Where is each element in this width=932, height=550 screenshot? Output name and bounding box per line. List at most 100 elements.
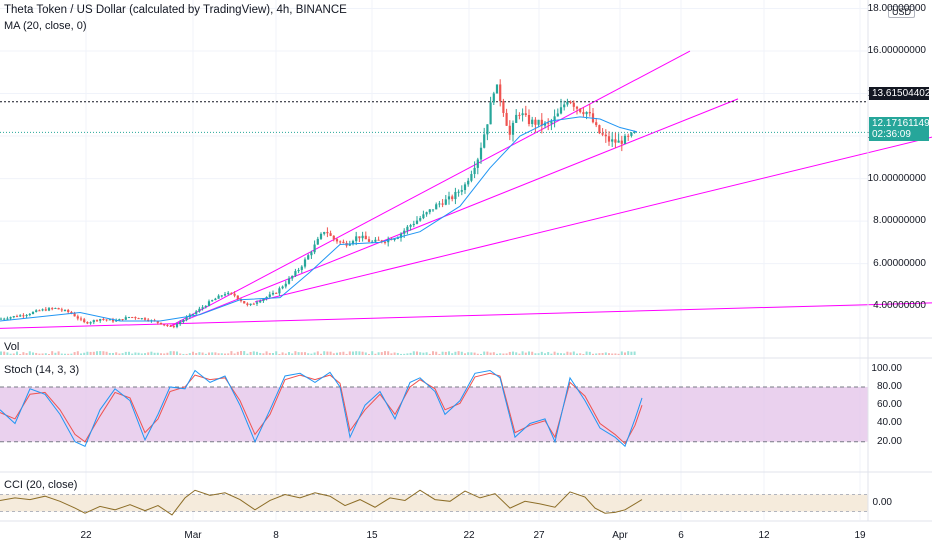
- candle-body: [111, 319, 115, 322]
- candle-body: [335, 239, 339, 242]
- candle-body: [486, 124, 489, 135]
- candle-body: [499, 84, 502, 102]
- candle-body: [611, 139, 614, 142]
- volume-bar: [118, 353, 121, 355]
- candle-body: [86, 322, 89, 324]
- candle-body: [95, 320, 99, 322]
- stoch-legend[interactable]: Stoch (14, 3, 3): [4, 364, 80, 376]
- volume-bar: [131, 353, 134, 355]
- candle-body: [195, 311, 198, 314]
- volume-bar: [342, 351, 345, 355]
- volume-bar: [460, 351, 463, 355]
- volume-bar: [201, 352, 204, 355]
- candle-body: [67, 309, 70, 312]
- candle-body: [579, 108, 582, 113]
- volume-pane: [0, 351, 636, 355]
- candle-body: [620, 140, 623, 144]
- candle-body: [422, 214, 425, 219]
- candle-body: [79, 318, 83, 320]
- candle-body: [617, 140, 620, 143]
- volume-bar: [540, 351, 543, 355]
- candle-body: [326, 232, 329, 234]
- candle-body: [57, 307, 60, 310]
- volume-bar: [473, 352, 476, 355]
- volume-bar: [256, 351, 258, 355]
- volume-bar: [566, 351, 569, 355]
- candle-body: [9, 317, 12, 319]
- volume-bar: [521, 351, 524, 355]
- volume-bar: [544, 353, 546, 355]
- candle-body: [393, 238, 396, 241]
- candle-body: [236, 295, 239, 299]
- cci-legend[interactable]: CCI (20, close): [4, 479, 78, 491]
- candle-body: [361, 235, 364, 239]
- volume-bar: [70, 353, 73, 355]
- volume-bar: [64, 353, 66, 355]
- volume-bar: [172, 351, 175, 355]
- volume-bar: [323, 351, 326, 355]
- volume-bar: [249, 351, 252, 355]
- volume-bar: [630, 351, 633, 355]
- candle-body: [303, 259, 307, 267]
- volume-bar: [124, 351, 127, 355]
- volume-bar: [393, 352, 396, 355]
- candle-body: [207, 301, 211, 306]
- candle-body: [60, 309, 63, 311]
- volume-bar: [336, 352, 338, 355]
- candle-body: [348, 243, 351, 246]
- currency-button[interactable]: USD: [888, 6, 916, 18]
- volume-bar: [489, 352, 492, 355]
- volume-bar: [54, 352, 57, 355]
- volume-legend[interactable]: Vol: [4, 341, 20, 353]
- volume-bar: [99, 351, 102, 355]
- volume-bar: [608, 353, 610, 355]
- candle-body: [92, 320, 95, 323]
- time-axis-label: Mar: [184, 530, 202, 541]
- candle-body: [412, 223, 415, 226]
- price-axis-label: 16.00000000: [867, 45, 926, 57]
- candle-body: [191, 313, 195, 315]
- candle-body: [38, 310, 41, 312]
- volume-bar: [403, 353, 406, 355]
- volume-bar: [358, 351, 361, 355]
- candle-body: [316, 238, 319, 245]
- last-price-value: 12.17161149: [872, 118, 930, 129]
- candle-body: [582, 112, 585, 115]
- trendlines[interactable]: [0, 50, 932, 329]
- volume-bar: [614, 353, 617, 355]
- volume-bar: [582, 353, 585, 355]
- volume-bar: [499, 353, 502, 355]
- candle-body: [323, 232, 326, 234]
- chart-title: Theta Token / US Dollar (calculated by T…: [4, 4, 347, 16]
- candle-body: [415, 220, 419, 224]
- candle-body: [524, 113, 527, 116]
- volume-bar: [371, 351, 374, 355]
- volume-bar: [467, 352, 470, 355]
- volume-bar: [601, 352, 604, 355]
- volume-bar: [147, 352, 150, 355]
- volume-bar: [329, 351, 332, 355]
- volume-bar: [444, 351, 447, 355]
- candle-body: [307, 255, 310, 260]
- stoch-k-line: [0, 369, 643, 448]
- candle-body: [102, 319, 105, 321]
- candle-body: [143, 318, 147, 320]
- candle-body: [547, 122, 550, 124]
- volume-bar: [278, 353, 281, 355]
- volume-bar: [140, 353, 143, 355]
- candle-body: [489, 102, 492, 125]
- volume-bar: [390, 353, 393, 355]
- cci-pane: [0, 489, 868, 516]
- candle-body: [374, 239, 377, 242]
- candle-body: [457, 191, 460, 193]
- horizontal-line[interactable]: [0, 101, 868, 133]
- volume-bar: [332, 353, 335, 355]
- volume-bar: [80, 353, 82, 355]
- volume-bar: [441, 351, 444, 355]
- volume-bar: [294, 351, 297, 355]
- ma-legend[interactable]: MA (20, close, 0): [4, 20, 87, 32]
- candle-body: [355, 236, 358, 242]
- candle-body: [175, 324, 179, 327]
- candle-body: [479, 147, 483, 160]
